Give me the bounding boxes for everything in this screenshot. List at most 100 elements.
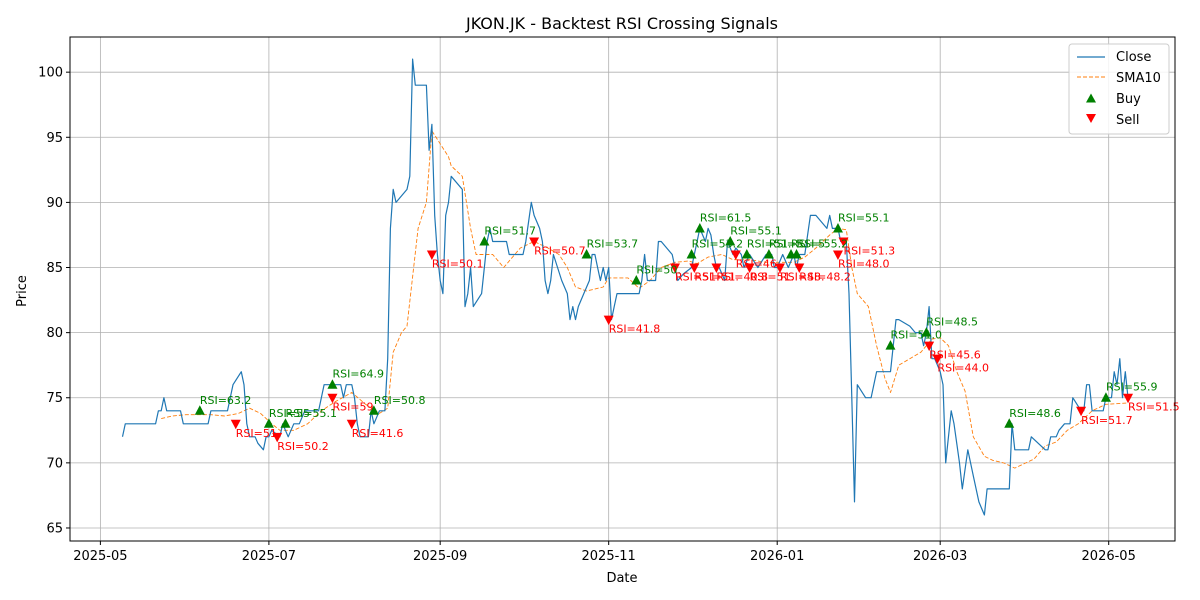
sell-marker: [730, 250, 741, 260]
sell-marker: [832, 250, 843, 260]
sell-marker: [603, 315, 614, 326]
buy-marker: [263, 418, 274, 428]
x-tick-label: 2025-07: [242, 549, 296, 564]
buy-marker: [725, 235, 736, 246]
chart-title: JKON.JK - Backtest RSI Crossing Signals: [465, 14, 778, 33]
x-tick-label: 2025-05: [73, 549, 127, 564]
signal-markers: [194, 222, 1134, 443]
buy-marker: [368, 405, 379, 415]
x-axis-ticks: 2025-05 2025-07 2025-09 2025-11 2026-01 2026-…: [73, 541, 1136, 564]
y-tick-label: 100: [38, 66, 63, 81]
y-axis-title: Price: [15, 275, 30, 307]
sell-marker: [426, 250, 437, 260]
sell-marker: [924, 341, 935, 352]
sell-marker: [711, 263, 722, 274]
sell-marker: [744, 263, 755, 274]
sell-annotation: RSI=40.8: [716, 271, 768, 284]
buy-marker: [885, 340, 896, 350]
sell-marker: [932, 354, 943, 365]
buy-annotation: RSI=48.5: [926, 316, 978, 329]
buy-annotation: RSI=5.: [791, 237, 829, 250]
buy-annotation: RSI=55.9: [1106, 381, 1158, 394]
legend-sma-label: SMA10: [1116, 71, 1161, 86]
legend-buy-marker: [1086, 93, 1096, 103]
x-axis-title: Date: [606, 571, 637, 586]
buy-annotation: RSI=64.9: [332, 368, 384, 381]
buy-annotation: RSI=61.5: [700, 211, 752, 224]
y-tick-label: 90: [46, 196, 63, 211]
buy-marker: [791, 248, 802, 259]
sell-marker: [838, 237, 849, 247]
sell-annotation: RSI=50.7: [534, 244, 586, 257]
sell-annotation: RSI=51.3: [844, 244, 896, 257]
y-tick-label: 75: [46, 391, 63, 406]
legend-sell-label: Sell: [1116, 113, 1139, 128]
signal-annotations: RSI=63.2RSI=55RSI=55.1RSI=64.9RSI=50.8RS…: [200, 211, 1180, 452]
buy-annotation: RSI=48.6: [1009, 407, 1061, 420]
x-tick-label: 2026-01: [750, 549, 804, 564]
sell-annotation: RSI=44.0: [937, 362, 989, 375]
sell-annotation: RSI=51.7: [1081, 414, 1133, 427]
sell-marker: [346, 419, 357, 430]
x-tick-label: 2026-03: [913, 549, 967, 564]
legend-buy-label: Buy: [1116, 92, 1141, 107]
sell-annotation: RSI=59: [332, 401, 373, 414]
buy-marker: [280, 418, 291, 428]
buy-marker: [581, 248, 592, 259]
buy-marker: [921, 327, 932, 337]
sell-annotation: RSI=51.: [750, 271, 795, 284]
x-tick-label: 2026-05: [1082, 549, 1136, 564]
buy-annotation: RSI=5.: [769, 237, 807, 250]
sell-marker: [529, 237, 540, 247]
sell-marker: [669, 263, 680, 274]
sell-marker: [1123, 393, 1134, 404]
sell-annotation: RSI=51: [236, 427, 277, 440]
sell-annotation: RSI=51.: [694, 271, 739, 284]
sell-annotation: RSI=50.2: [277, 440, 329, 453]
sell-annotation: RSI=46: [736, 257, 777, 270]
buy-annotation: RSI=55.2: [797, 237, 849, 250]
y-axis-ticks: 65 70 75 80 85 90 95 100: [38, 66, 70, 536]
close-price-line: [121, 58, 1129, 516]
buy-marker: [1004, 418, 1015, 428]
sell-marker: [794, 263, 805, 274]
buy-marker: [741, 248, 752, 259]
sell-annotation: RSI=51.5: [1128, 401, 1180, 414]
sell-marker: [230, 419, 241, 430]
legend-box: [1068, 43, 1170, 135]
series-layer: [121, 58, 1129, 516]
x-tick-label: 2025-09: [413, 549, 467, 564]
buy-marker: [694, 222, 705, 233]
x-tick-label: 2025-11: [582, 549, 636, 564]
buy-annotation: RSI=55.1: [730, 224, 782, 237]
buy-marker: [832, 222, 843, 233]
buy-annotation: RSI=63.2: [200, 394, 252, 407]
sell-annotation: RSI=48.2: [799, 271, 851, 284]
sell-marker: [1076, 406, 1087, 417]
buy-annotation: RSI=51.0: [890, 329, 942, 342]
sell-annotation: RSI=51.: [675, 271, 720, 284]
sell-marker: [327, 393, 338, 404]
buy-annotation: RSI=51.: [747, 237, 792, 250]
legend-close-label: Close: [1116, 50, 1151, 65]
sell-marker: [272, 432, 283, 443]
sell-marker: [689, 263, 700, 274]
buy-marker: [686, 248, 697, 259]
sell-annotation: RSI=41.8: [609, 323, 661, 336]
legend-sell-marker: [1086, 114, 1096, 123]
sell-annotation: RSI=50.1: [432, 257, 484, 270]
legend: Close SMA10 Buy Sell: [1068, 43, 1170, 135]
buy-annotation: RSI=50.8: [374, 394, 426, 407]
grid: [70, 37, 1175, 541]
buy-marker: [479, 235, 490, 246]
buy-annotation: RSI=53.2: [692, 237, 744, 250]
y-tick-label: 65: [46, 521, 63, 536]
y-tick-label: 70: [46, 456, 63, 471]
sell-annotation: RSI=48.0: [838, 257, 890, 270]
buy-annotation: RSI=51.7: [484, 224, 536, 237]
plot-frame: [69, 36, 1176, 542]
y-tick-label: 95: [46, 131, 63, 146]
y-tick-label: 85: [46, 261, 63, 276]
